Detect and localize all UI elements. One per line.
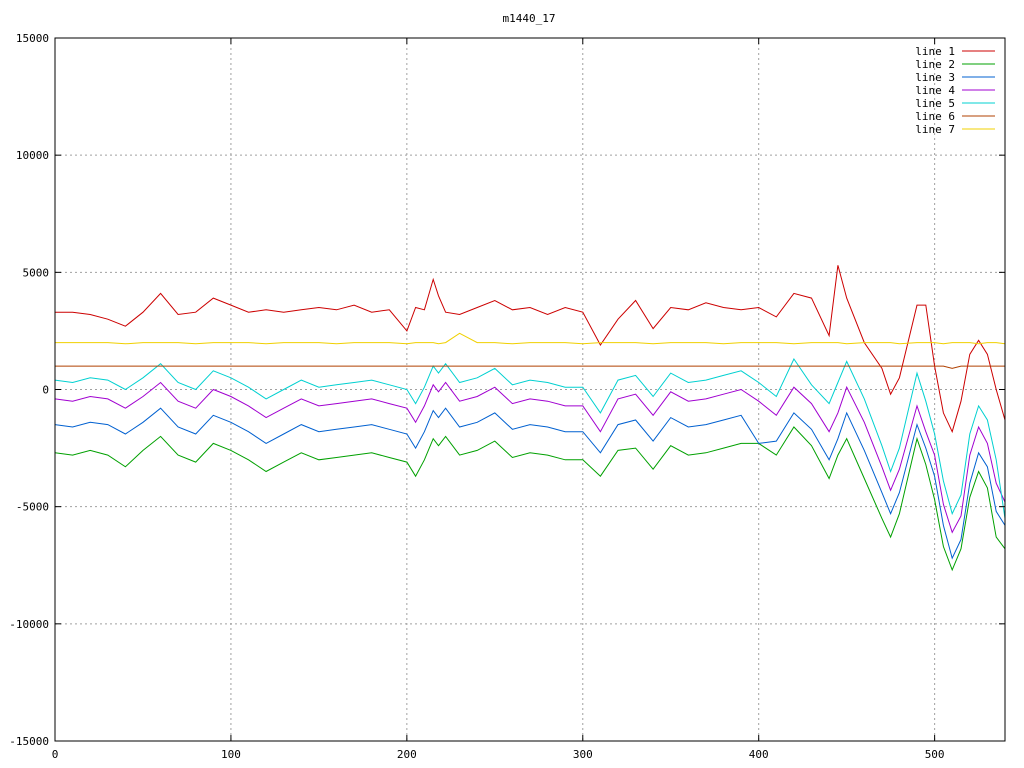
legend-label: line 4 xyxy=(915,84,955,97)
series-line-4 xyxy=(54,381,1006,534)
series-line-1 xyxy=(55,265,1006,434)
legend-label: line 3 xyxy=(915,71,955,84)
y-tick-label: 5000 xyxy=(23,266,50,279)
series-line-7 xyxy=(55,332,1006,345)
series-line-3 xyxy=(54,407,1006,560)
chart-title: m1440_17 xyxy=(503,12,556,25)
tick-layer: 0 100 200 300 400 500 -15000 -10000 -5000 0 5000 10… xyxy=(9,32,1005,761)
legend-label: line 2 xyxy=(915,58,955,71)
x-tick-label: 300 xyxy=(573,748,593,761)
x-tick-label: 500 xyxy=(925,748,945,761)
x-tick-label: 200 xyxy=(397,748,417,761)
grid xyxy=(55,38,1005,741)
y-tick-label: -15000 xyxy=(9,735,49,748)
y-tick-label: 0 xyxy=(42,384,49,397)
series-line-2 xyxy=(54,426,1006,572)
y-tick-label: 10000 xyxy=(16,149,49,162)
legend-label: line 5 xyxy=(915,97,955,110)
y-tick-label: -5000 xyxy=(16,501,49,514)
y-tick-label: -10000 xyxy=(9,618,49,631)
x-tick-label: 100 xyxy=(221,748,241,761)
x-tick-label: 0 xyxy=(52,748,59,761)
series-line-6 xyxy=(55,365,1005,369)
x-tick-label: 400 xyxy=(749,748,769,761)
legend-label: line 7 xyxy=(915,123,955,136)
series-line-5 xyxy=(54,357,1006,519)
legend-label: line 1 xyxy=(915,45,955,58)
y-tick-label: 15000 xyxy=(16,32,49,45)
legend-label: line 6 xyxy=(915,110,955,123)
series-layer xyxy=(54,265,1006,572)
